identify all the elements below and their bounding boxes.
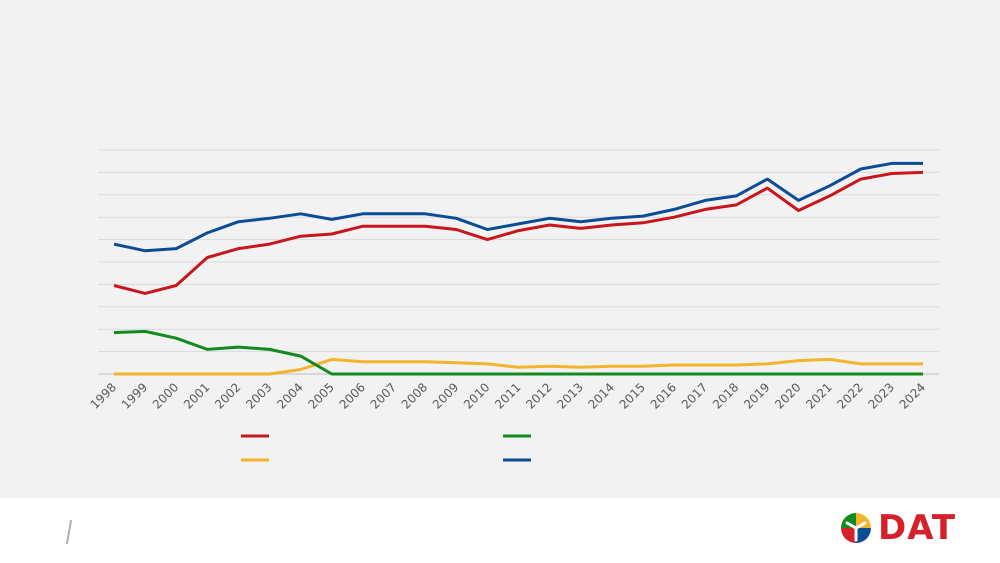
x-tick-label: 2005 — [305, 380, 336, 411]
series-line-2 — [114, 357, 923, 376]
series-lines — [113, 161, 924, 376]
chart-area: 1998 1999 2000 2001 2002 2003 2004 2005 2006 2007… — [0, 0, 1000, 498]
x-tick-label: 2001 — [181, 380, 212, 411]
x-tick-label: 2002 — [212, 380, 243, 411]
dat-logo-icon — [841, 513, 871, 543]
x-tick-label: 1999 — [119, 380, 150, 411]
x-tick-label: 2018 — [710, 380, 741, 411]
x-tick-label: 2014 — [585, 380, 616, 411]
dat-logo: DAT — [840, 510, 956, 546]
logo-text: DAT — [878, 508, 957, 548]
x-tick-label: 2003 — [243, 380, 274, 411]
gridlines — [98, 149, 939, 375]
x-tick-label: 2012 — [523, 380, 554, 411]
x-tick-label: 2024 — [897, 380, 928, 411]
legend — [241, 434, 531, 462]
x-tick-label: 2015 — [617, 380, 648, 411]
series-line-1 — [113, 170, 924, 295]
x-tick-label: 2021 — [803, 380, 834, 411]
x-tick-label: 2006 — [337, 380, 368, 411]
line-chart: 1998 1999 2000 2001 2002 2003 2004 2005 2006 2007… — [88, 149, 939, 462]
x-tick-label: 2016 — [648, 380, 679, 411]
x-tick-label: 2013 — [554, 380, 585, 411]
x-tick-label: 2023 — [866, 380, 897, 411]
x-tick-label: 1998 — [88, 380, 119, 411]
x-tick-label: 2017 — [679, 380, 710, 411]
x-tick-label: 2019 — [741, 380, 772, 411]
x-axis-tick-labels: 1998 1999 2000 2001 2002 2003 2004 2005 2006 2007… — [88, 380, 928, 411]
series-line-4 — [113, 161, 923, 253]
footer — [0, 498, 1000, 563]
x-tick-label: 2009 — [430, 380, 461, 411]
x-tick-label: 2020 — [772, 380, 803, 411]
x-tick-label: 2011 — [492, 380, 523, 411]
x-tick-label: 2007 — [368, 380, 399, 411]
x-tick-label: 2008 — [399, 380, 430, 411]
series-line-3 — [113, 329, 923, 376]
x-tick-label: 2010 — [461, 380, 492, 411]
x-tick-label: 2022 — [834, 380, 865, 411]
x-tick-label: 2000 — [150, 380, 181, 411]
x-tick-label: 2004 — [274, 380, 305, 411]
